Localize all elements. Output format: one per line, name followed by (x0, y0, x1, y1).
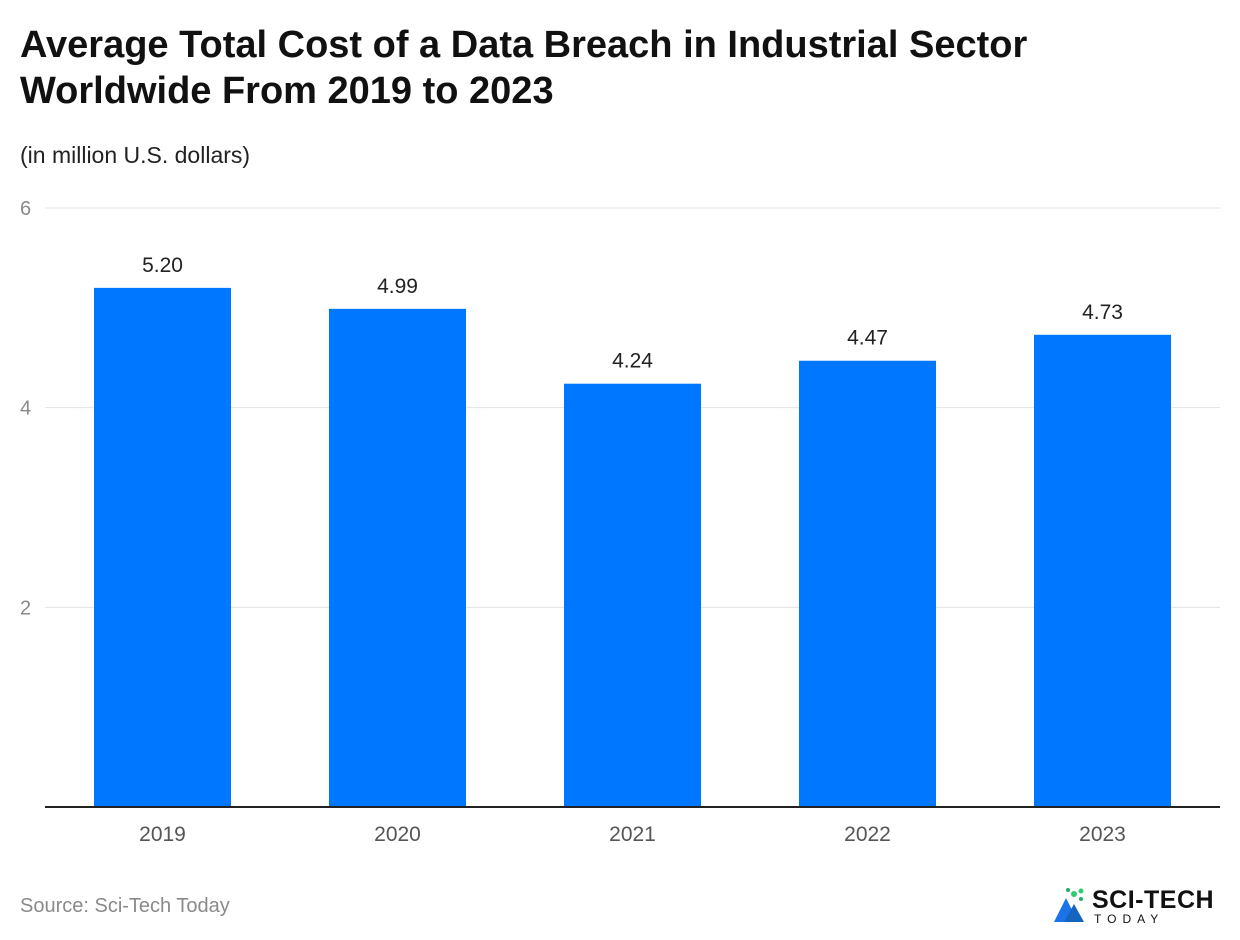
y-tick-label: 4 (20, 398, 31, 420)
bar-2023 (1034, 334, 1171, 807)
bar-chart: 2 4 6 5.20 2019 4.99 2020 4.24 2021 4.47 2022 4.73 2… (20, 198, 1220, 846)
source-note: Source: Sci-Tech Today (20, 895, 230, 917)
bar-2020 (329, 308, 466, 807)
chart-subtitle: (in million U.S. dollars) (20, 142, 251, 168)
x-tick-label: 2020 (374, 823, 421, 846)
x-tick-label: 2023 (1079, 823, 1126, 846)
data-label: 4.99 (377, 275, 418, 298)
x-tick-label: 2019 (139, 823, 186, 846)
y-tick-label: 6 (20, 198, 31, 220)
data-label: 4.73 (1082, 301, 1123, 324)
data-label: 5.20 (142, 254, 183, 277)
bar-2019 (94, 287, 231, 807)
data-label: 4.24 (612, 350, 653, 373)
data-label: 4.47 (847, 327, 888, 350)
bar-2022 (799, 360, 936, 807)
y-tick-label: 2 (20, 597, 31, 619)
sci-tech-today-logo: SCI-TECH TODAY (1050, 884, 1230, 928)
bar-2021 (564, 383, 701, 807)
logo-sub-text: TODAY (1094, 912, 1165, 926)
chart-title: Average Total Cost of a Data Breach in I… (20, 24, 1028, 112)
x-tick-label: 2021 (609, 823, 656, 846)
x-tick-label: 2022 (844, 823, 891, 846)
logo-mark-icon (1054, 888, 1084, 922)
logo-main-text: SCI-TECH (1092, 886, 1215, 914)
